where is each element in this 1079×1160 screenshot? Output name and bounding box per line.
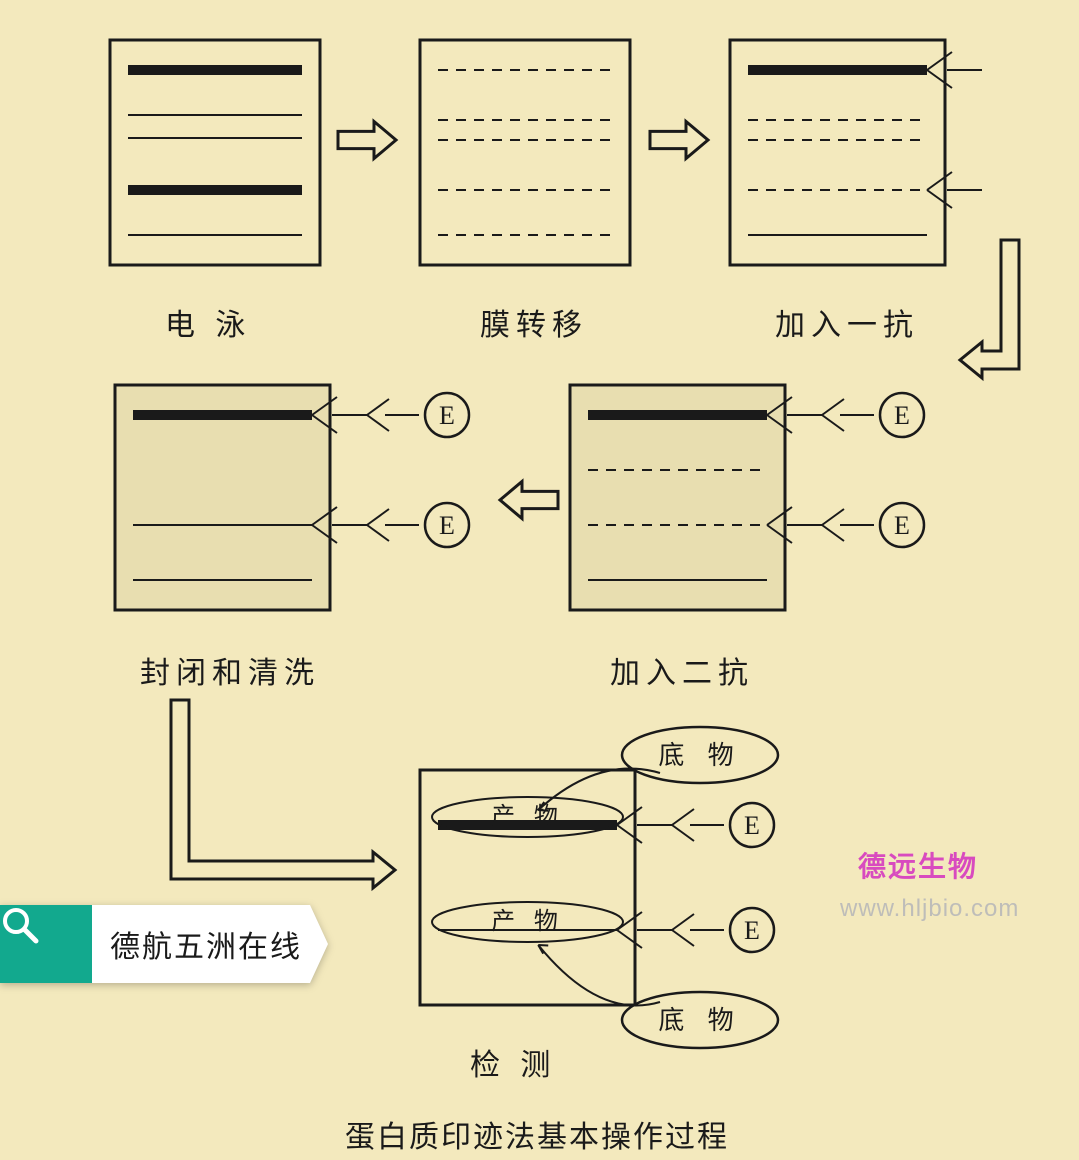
svg-text:底 物: 底 物 [658, 1005, 741, 1035]
step2-label: 膜转移 [480, 300, 588, 344]
svg-text:E: E [894, 511, 910, 540]
svg-text:底 物: 底 物 [658, 740, 741, 770]
diagram-svg: EEEEE产 物E产 物底 物底 物 [0, 0, 1079, 1160]
step5-label: 封闭和清洗 [140, 648, 320, 692]
search-icon [0, 905, 92, 983]
step1-label: 电 泳 [165, 300, 251, 344]
svg-text:E: E [439, 511, 455, 540]
svg-text:E: E [744, 916, 760, 945]
search-badge[interactable]: 德航五洲在线 [0, 905, 328, 983]
svg-text:E: E [439, 401, 455, 430]
step6-label: 检 测 [470, 1040, 556, 1084]
diagram-title: 蛋白质印迹法基本操作过程 [345, 1112, 729, 1156]
watermark-url: www.hljbio.com [840, 895, 1019, 923]
svg-text:E: E [744, 811, 760, 840]
step3-label: 加入一抗 [775, 300, 919, 344]
svg-text:E: E [894, 401, 910, 430]
watermark-brand: 德远生物 [858, 845, 978, 885]
step4-label: 加入二抗 [610, 648, 754, 692]
svg-text:产 物: 产 物 [491, 803, 564, 830]
svg-text:产 物: 产 物 [491, 908, 564, 935]
search-badge-text: 德航五洲在线 [92, 905, 328, 983]
